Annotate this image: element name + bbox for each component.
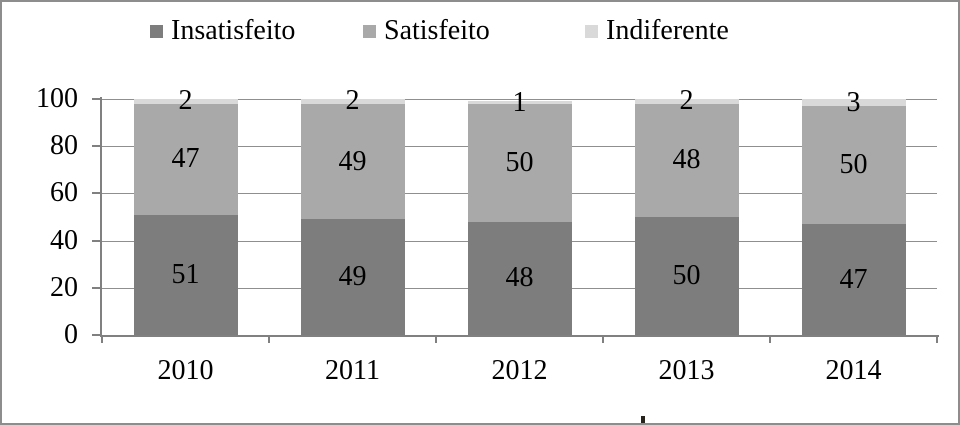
bar-segment-label: 2 bbox=[679, 85, 694, 117]
bar-segment-indiferente bbox=[300, 99, 405, 104]
y-tick-label: 60 bbox=[50, 177, 78, 209]
bar-segment-satisfeito bbox=[467, 103, 572, 222]
legend-swatch-indiferente bbox=[585, 24, 598, 38]
y-axis-tick bbox=[92, 334, 102, 336]
gridline bbox=[102, 99, 937, 100]
y-axis-tick bbox=[92, 98, 102, 100]
legend-swatch-satisfeito bbox=[363, 24, 376, 38]
y-axis-line bbox=[100, 97, 102, 335]
stray-mark bbox=[641, 416, 645, 423]
bar-segment-insatisfeito bbox=[801, 224, 906, 335]
legend-label-indiferente: Indiferente bbox=[606, 15, 729, 46]
x-axis-tick bbox=[435, 335, 437, 343]
x-axis-tick bbox=[769, 335, 771, 343]
y-axis-tick bbox=[92, 286, 102, 289]
y-tick-label: 20 bbox=[50, 271, 78, 303]
bar-segment-label: 50 bbox=[672, 260, 701, 291]
bar-segment-insatisfeito bbox=[467, 221, 572, 335]
bar-segment-label: 48 bbox=[505, 262, 534, 294]
bar-segment-satisfeito bbox=[300, 103, 405, 220]
bar-segment-satisfeito bbox=[634, 103, 739, 217]
x-category-label: 2014 bbox=[825, 355, 882, 386]
bar-segment-label: 2 bbox=[345, 85, 360, 117]
y-tick-label: 80 bbox=[50, 130, 78, 162]
bar-segment-label: 1 bbox=[512, 86, 527, 118]
bar-segment-label: 47 bbox=[171, 143, 200, 175]
bar-segment-label: 51 bbox=[171, 258, 200, 290]
x-axis-tick bbox=[268, 335, 270, 343]
y-axis-tick bbox=[92, 192, 102, 195]
bar-segment-satisfeito bbox=[801, 106, 906, 225]
x-axis-tick bbox=[936, 335, 938, 343]
y-tick-label: 40 bbox=[50, 224, 78, 256]
x-axis-tick bbox=[101, 335, 103, 343]
x-category-label: 2013 bbox=[658, 355, 715, 386]
bar-segment-indiferente bbox=[467, 101, 572, 104]
legend-label-satisfeito: Satisfeito bbox=[384, 15, 490, 46]
legend-item-satisfeito: Satisfeito bbox=[363, 15, 490, 47]
legend-item-indiferente: Indiferente bbox=[585, 15, 729, 47]
legend: Insatisfeito Satisfeito Indiferente bbox=[2, 15, 958, 49]
bar-segment-label: 47 bbox=[839, 263, 868, 295]
bar-segment-label: 49 bbox=[338, 261, 367, 293]
bar-segment-insatisfeito bbox=[133, 214, 238, 335]
bar-segment-indiferente bbox=[801, 99, 906, 107]
bar-segment-label: 50 bbox=[505, 146, 534, 178]
bar-segment-satisfeito bbox=[133, 103, 238, 215]
legend-label-insatisfeito: Insatisfeito bbox=[171, 15, 296, 46]
bar-segment-label: 3 bbox=[846, 86, 861, 118]
bar-segment-insatisfeito bbox=[300, 219, 405, 335]
y-tick-label: 100 bbox=[36, 83, 78, 114]
x-category-label: 2012 bbox=[491, 355, 548, 386]
legend-item-insatisfeito: Insatisfeito bbox=[150, 15, 295, 47]
bar-segment-label: 48 bbox=[672, 144, 701, 176]
x-axis-line bbox=[100, 335, 939, 337]
bar-segment-label: 49 bbox=[338, 145, 367, 177]
y-axis-tick bbox=[92, 239, 102, 242]
bar-segment-indiferente bbox=[634, 99, 739, 104]
y-axis-tick bbox=[92, 145, 102, 148]
bar-segment-label: 2 bbox=[178, 85, 193, 117]
x-axis-tick bbox=[602, 335, 604, 343]
y-tick-label: 0 bbox=[64, 319, 78, 350]
x-category-label: 2010 bbox=[157, 355, 214, 386]
legend-swatch-insatisfeito bbox=[150, 24, 163, 38]
bar-segment-indiferente bbox=[133, 99, 238, 104]
plot-area: 0 20 40 60 80 100 51 47 2 2010 49 49 2 2011 48 50 1 2012 5… bbox=[36, 84, 939, 386]
x-category-label: 2011 bbox=[325, 355, 380, 386]
bar-segment-insatisfeito bbox=[634, 217, 739, 335]
bar-segment-label: 50 bbox=[839, 149, 868, 181]
